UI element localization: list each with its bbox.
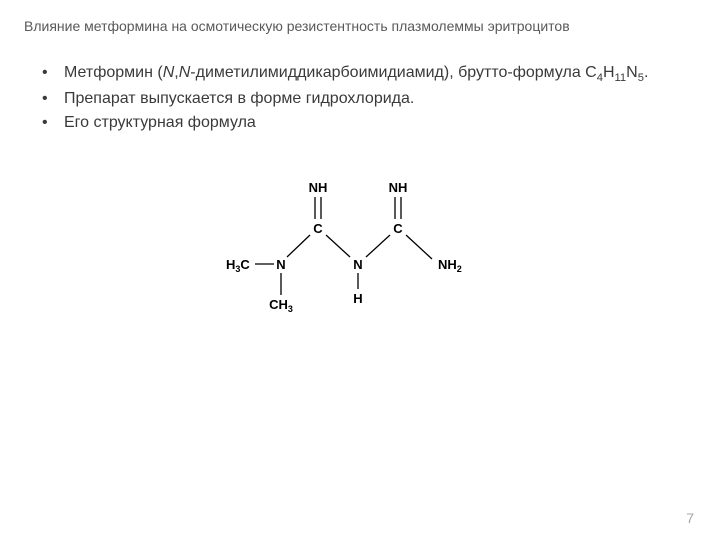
bullet1-italic-n1: N xyxy=(163,64,175,81)
h3c-left: H3C xyxy=(226,257,250,274)
n-left: N xyxy=(276,257,285,272)
bullet1-dot: . xyxy=(644,64,648,81)
bullet1-text-post: -диметилимиддикарбоимидиамид), брутто-фо… xyxy=(190,64,596,81)
bullet-1: Метформин (N,N-диметилимиддикарбоимидиам… xyxy=(42,62,696,86)
c-label-1: C xyxy=(313,221,323,236)
bullet-3: Его структурная формула xyxy=(42,112,696,134)
ch3-label: CH3 xyxy=(269,297,293,314)
chemical-structure: NH NH C C H3C N CH3 xyxy=(24,177,696,327)
bullet1-n: N xyxy=(626,64,638,81)
bullet-2: Препарат выпускается в форме гидрохлорид… xyxy=(42,88,696,110)
slide-title: Влияние метформина на осмотическую резис… xyxy=(24,18,696,34)
nh2-label: NH2 xyxy=(438,257,462,274)
c-label-2: C xyxy=(393,221,403,236)
bullet1-italic-n2: N xyxy=(179,64,191,81)
bullet-list: Метформин (N,N-диметилимиддикарбоимидиам… xyxy=(24,62,696,133)
bullet1-sub2: 11 xyxy=(615,72,627,84)
bullet1-text-pre: Метформин ( xyxy=(64,64,163,81)
structure-svg: NH NH C C H3C N CH3 xyxy=(220,177,500,327)
n-middle: N xyxy=(353,257,362,272)
nh-label-1: NH xyxy=(309,180,328,195)
page-number: 7 xyxy=(686,510,694,526)
nh-label-2: NH xyxy=(389,180,408,195)
bullet1-h: Н xyxy=(603,64,615,81)
h-middle: H xyxy=(353,291,362,306)
